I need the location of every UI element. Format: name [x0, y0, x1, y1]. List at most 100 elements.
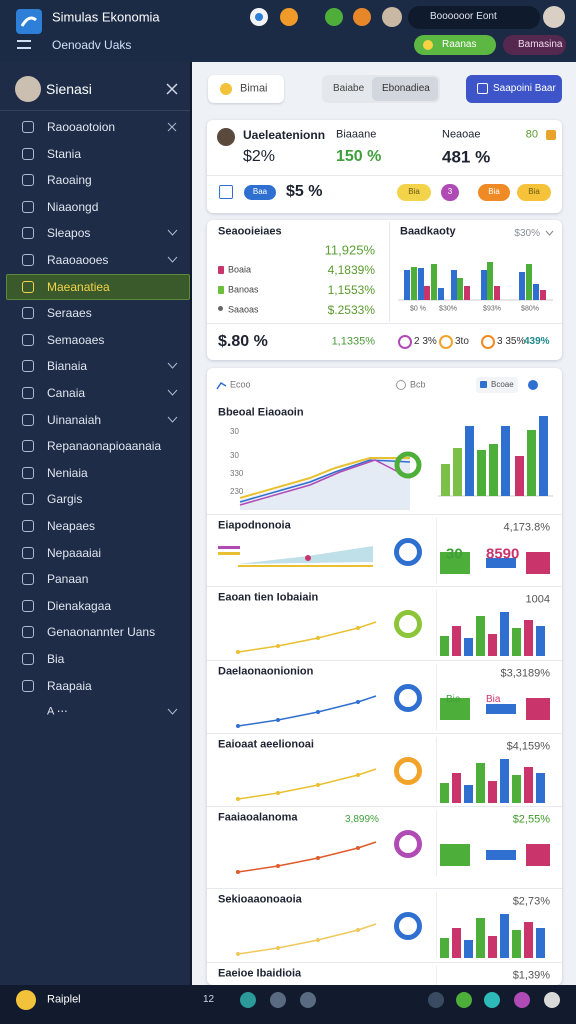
nav-icon [22, 227, 34, 240]
axis-label: 330 [230, 469, 244, 478]
nav-more[interactable]: A ⋯ [47, 705, 68, 718]
row-value: 1,1553% [327, 283, 375, 297]
sparkline [236, 841, 377, 874]
button-label[interactable]: Saapoini Baar [493, 83, 556, 94]
icon-button[interactable] [280, 8, 298, 26]
divider [207, 323, 562, 324]
row-value: $1,39% [512, 969, 550, 982]
icon-button[interactable] [484, 992, 500, 1008]
badge: Bia [486, 694, 501, 705]
nav-item[interactable]: Stania [47, 146, 82, 161]
badge: Bia [446, 694, 461, 705]
user-name[interactable]: Boooooor Eont [430, 11, 497, 22]
icon-button[interactable] [300, 992, 316, 1008]
ring [394, 757, 422, 785]
tab[interactable]: Ebonadiea [382, 83, 430, 94]
icon-button[interactable] [456, 992, 472, 1008]
nav-icon [22, 520, 34, 532]
control[interactable]: Bcb [410, 379, 426, 390]
nav-item[interactable]: Sleapos [47, 226, 91, 241]
button-label[interactable]: Raanas [442, 39, 477, 50]
mini-chart [440, 844, 550, 866]
nav-item[interactable]: Raoaing [47, 173, 92, 188]
chevron [167, 416, 178, 423]
nav-item[interactable]: Seraaes [47, 306, 92, 321]
nav-item[interactable]: Genaonannter Uans [47, 625, 156, 640]
tab-active[interactable] [372, 77, 438, 101]
icon-button[interactable] [353, 8, 371, 26]
nav-item[interactable]: Panaan [47, 572, 89, 587]
icon [477, 83, 488, 94]
nav-item[interactable]: Bianaia [47, 359, 88, 374]
nav-item[interactable]: Bia [47, 652, 65, 666]
icon[interactable] [528, 380, 538, 390]
nav-item[interactable]: Maeanatiea [47, 279, 110, 294]
nav-item[interactable]: Neniaia [47, 465, 88, 480]
chevron [167, 230, 178, 237]
ring [394, 538, 422, 566]
pill-label: Bia [408, 187, 420, 196]
kpi-label: Biaaane [336, 128, 377, 141]
nav-icon [22, 546, 34, 559]
nav-item[interactable]: Semaoaes [47, 332, 105, 347]
nav-item[interactable]: Canaia [47, 386, 86, 400]
button[interactable] [414, 35, 496, 55]
nav-item[interactable]: Raooaotoion [47, 120, 116, 134]
bar-chart [438, 416, 553, 497]
nav-item[interactable]: Raapaia [47, 678, 92, 693]
icon[interactable] [16, 990, 36, 1010]
kpi-foot-value: $5 % [286, 183, 323, 200]
search-text[interactable]: Bimai [240, 82, 268, 95]
icon-button[interactable] [544, 992, 560, 1008]
nav-item[interactable]: Uinanaiah [47, 412, 102, 427]
pill-label: 2 3% [414, 336, 437, 347]
nav-icon [22, 440, 34, 453]
row-label: Saaoas [228, 304, 259, 315]
pill [397, 184, 431, 201]
nav-item[interactable]: Niaaongd [47, 199, 99, 214]
nav-item[interactable]: Dienakagaa [47, 598, 112, 613]
sparkline [218, 546, 373, 567]
card-title: Seaooieiaes [218, 225, 282, 238]
nav-item[interactable]: Raaoaooes [47, 253, 109, 267]
row-value: $4,159% [506, 740, 550, 753]
avatar[interactable] [543, 6, 565, 28]
control[interactable]: Bcoae [491, 380, 514, 389]
chevron [167, 363, 178, 370]
row-title: Faaiaoalanoma [218, 811, 298, 824]
nav-item[interactable]: Neapaes [47, 519, 96, 533]
nav-item[interactable]: Nepaaaiai [47, 545, 102, 560]
filter-label[interactable]: Ecoo [230, 379, 251, 390]
pill [441, 184, 459, 201]
icon-button[interactable] [325, 8, 343, 26]
user-pill[interactable] [408, 6, 540, 29]
icon [480, 381, 487, 388]
chevron [545, 230, 554, 236]
button[interactable] [503, 35, 566, 55]
divider [436, 664, 437, 730]
row-value: $2,55% [512, 813, 550, 826]
nav-item[interactable]: Gargis [47, 492, 83, 507]
avatar [15, 76, 41, 102]
tab[interactable]: Baiabe [333, 83, 365, 94]
icon-button[interactable] [240, 992, 256, 1008]
row-value: 1004 [525, 593, 550, 606]
divider [207, 888, 562, 889]
pill-label: Bia [528, 187, 540, 196]
line-chart [239, 451, 422, 510]
nav-item[interactable]: Repanaonapioaanaia [47, 439, 162, 454]
summary-change: 1,1335% [331, 335, 375, 348]
icon-button[interactable] [428, 992, 444, 1008]
primary-button[interactable] [466, 75, 562, 103]
sidebar-title: Sienasi [46, 81, 92, 97]
icon-button[interactable] [514, 992, 530, 1008]
icon [546, 130, 556, 140]
close-icon [166, 83, 178, 95]
button-label[interactable]: Bamasina [518, 39, 563, 50]
chevron [167, 708, 178, 715]
divider [436, 518, 437, 584]
nav-item-active[interactable] [6, 273, 190, 300]
icon-button[interactable] [270, 992, 286, 1008]
ring [394, 684, 422, 712]
